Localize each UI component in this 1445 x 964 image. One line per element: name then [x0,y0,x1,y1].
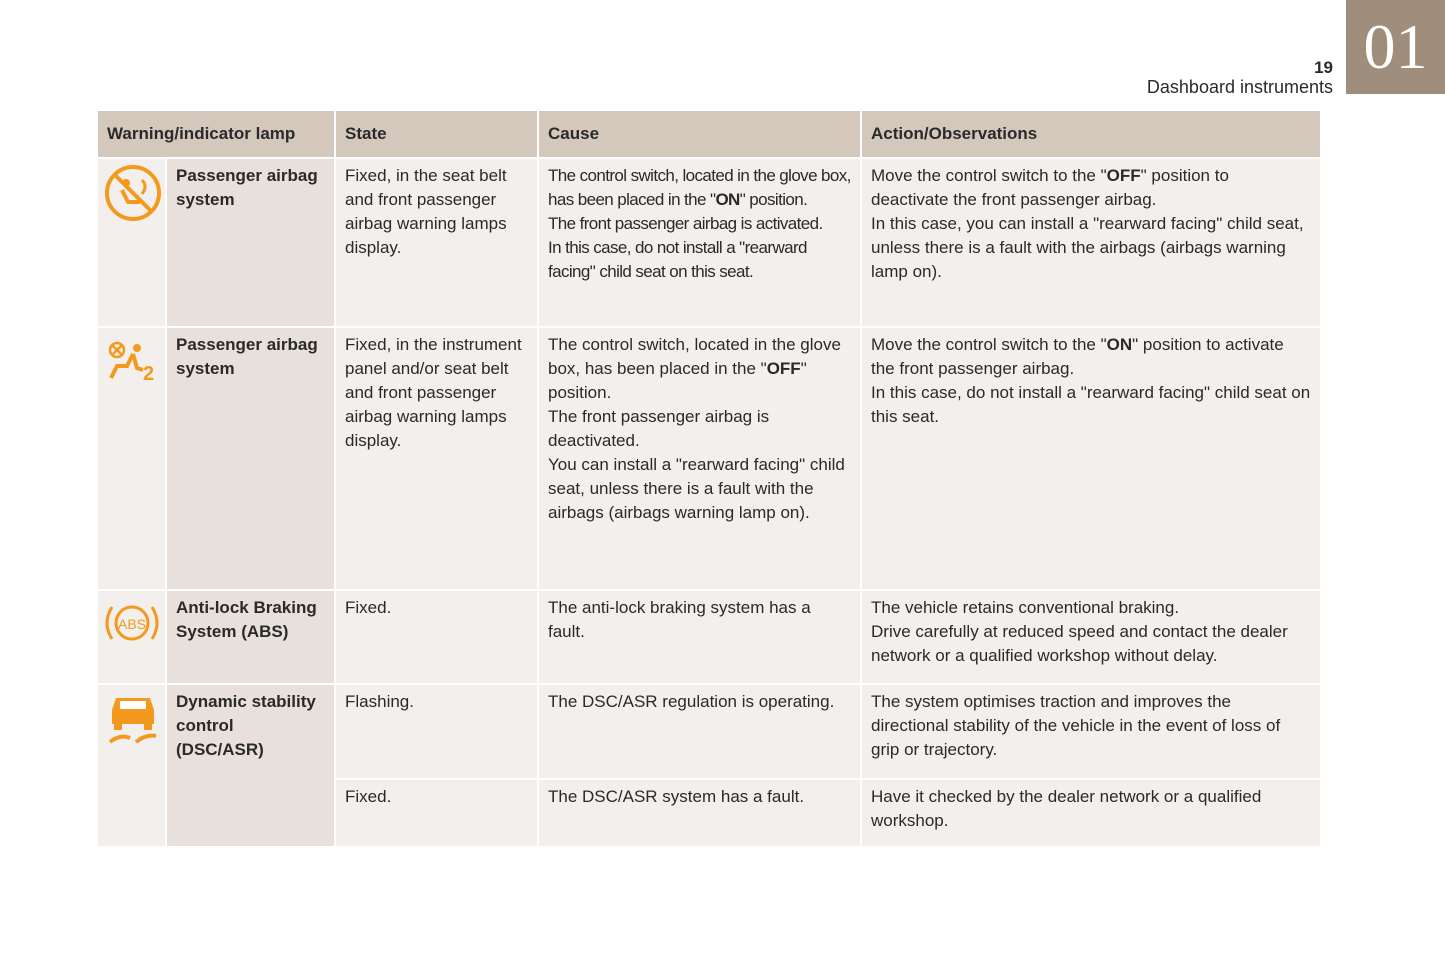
state-cell: Fixed. [336,591,537,683]
paragraph: The DSC/ASR regulation is operating. [548,690,851,714]
paragraph: The vehicle retains conventional braking… [871,596,1311,620]
text-run: Move the control switch to the " [871,166,1107,185]
airbag-off-icon: 2 [108,341,154,384]
text-run: The DSC/ASR system has a fault. [548,787,805,806]
text-run: OFF [1106,166,1141,185]
text-run: In this case, you can install a "rearwar… [871,214,1304,281]
column-header: Cause [539,111,860,157]
text-run: The front passenger airbag is deactivate… [548,407,770,450]
abs-icon: ABS [105,605,159,641]
text-run: " position. [739,190,808,209]
table-row: Dynamic stability control (DSC/ASR) Flash… [98,685,1320,846]
column-header: State [336,111,537,157]
airbag-on-icon [105,165,161,221]
text-run: The front passenger airbag is activated. [548,214,823,233]
action-cell: The system optimises traction and improv… [862,685,1320,778]
icon-cell [98,328,165,589]
table-row: Passenger airbag system Fixed, in the sea… [98,159,1320,326]
paragraph: The DSC/ASR system has a fault. [548,785,851,809]
text-run: Drive carefully at reduced speed and con… [871,622,1288,665]
svg-text:ABS: ABS [118,616,146,632]
text-run: You can install a "rearward facing" chil… [548,455,845,522]
cause-cell: The control switch, located in the glove… [539,328,860,589]
text-run: Move the control switch to the " [871,335,1107,354]
page-number: 19 [1314,58,1333,77]
paragraph: You can install a "rearward facing" chil… [548,453,851,525]
paragraph: The front passenger airbag is activated. [548,212,851,236]
table-row: Passenger airbag system Fixed, in the ins… [98,328,1320,589]
paragraph: The system optimises traction and improv… [871,690,1311,762]
paragraph: Move the control switch to the "ON" posi… [871,333,1311,381]
cause-cell: The control switch, located in the glove… [539,159,860,326]
paragraph: In this case, do not install a "rearward… [871,381,1311,429]
text-run: Have it checked by the dealer network or… [871,787,1262,830]
paragraph: In this case, you can install a "rearwar… [871,212,1311,284]
text-run: The control switch, located in the glove… [548,166,851,209]
state-cell: Flashing. [336,685,537,778]
text-run: In this case, do not install a "rearward… [548,238,808,281]
paragraph: The front passenger airbag is deactivate… [548,405,851,453]
table-row: Anti-lock Braking System (ABS) Fixed. The … [98,591,1320,683]
lamp-name: Passenger airbag system [167,328,334,589]
action-cell: Move the control switch to the "OFF" pos… [862,159,1320,326]
cause-cell: The DSC/ASR system has a fault. [539,780,860,846]
svg-text:2: 2 [143,363,154,384]
text-run: The anti-lock braking system has a fault… [548,598,811,641]
paragraph: Drive carefully at reduced speed and con… [871,620,1311,668]
text-run: ON [1106,335,1133,354]
text-run: The system optimises traction and improv… [871,692,1281,759]
text-run: " position to activate the front passeng… [871,335,1284,378]
paragraph: Move the control switch to the "OFF" pos… [871,164,1311,212]
cause-cell: The DSC/ASR regulation is operating. [539,685,860,778]
paragraph: Have it checked by the dealer network or… [871,785,1311,833]
paragraph: The anti-lock braking system has a fault… [548,596,851,644]
text-run: " position. [548,359,807,402]
paragraph: The control switch, located in the glove… [548,164,851,212]
header-row: Warning/indicator lamp State Cause Action/O… [98,111,1320,157]
section-title: Dashboard instruments [1146,77,1333,97]
text-run: The DSC/ASR regulation is operating. [548,692,835,711]
state-cell: Fixed, in the seat belt and front passen… [336,159,537,326]
action-cell: The vehicle retains conventional braking… [862,591,1320,683]
lamp-name: Anti-lock Braking System (ABS) [167,591,334,683]
warning-table: Warning/indicator lamp State Cause Action/O… [96,109,1322,848]
paragraph: In this case, do not install a "rearward… [548,236,851,284]
text-run: In this case, do not install a "rearward… [871,383,1311,426]
lamp-name: Dynamic stability control (DSC/ASR) [167,685,334,846]
text-run: The vehicle retains conventional braking… [871,598,1180,617]
paragraph: The control switch, located in the glove… [548,333,851,405]
text-run: OFF [766,359,801,378]
state-cell: Fixed. [336,780,537,846]
table-row: Fixed. The DSC/ASR system has a fault. Hav… [98,780,1320,846]
chapter-tab: 01 [1346,0,1445,94]
text-run: " position to deactivate the front passe… [871,166,1229,209]
dsc-icon [108,698,157,744]
cause-cell: The anti-lock braking system has a fault… [539,591,860,683]
text-run: ON [715,190,740,209]
column-header: Warning/indicator lamp [98,111,334,157]
state-cell: Fixed, in the instrument panel and/or se… [336,328,537,589]
text-run: The control switch, located in the glove… [548,335,841,378]
column-header: Action/Observations [862,111,1320,157]
action-cell: Move the control switch to the "ON" posi… [862,328,1320,589]
action-cell: Have it checked by the dealer network or… [862,780,1320,846]
lamp-name: Passenger airbag system [167,159,334,326]
